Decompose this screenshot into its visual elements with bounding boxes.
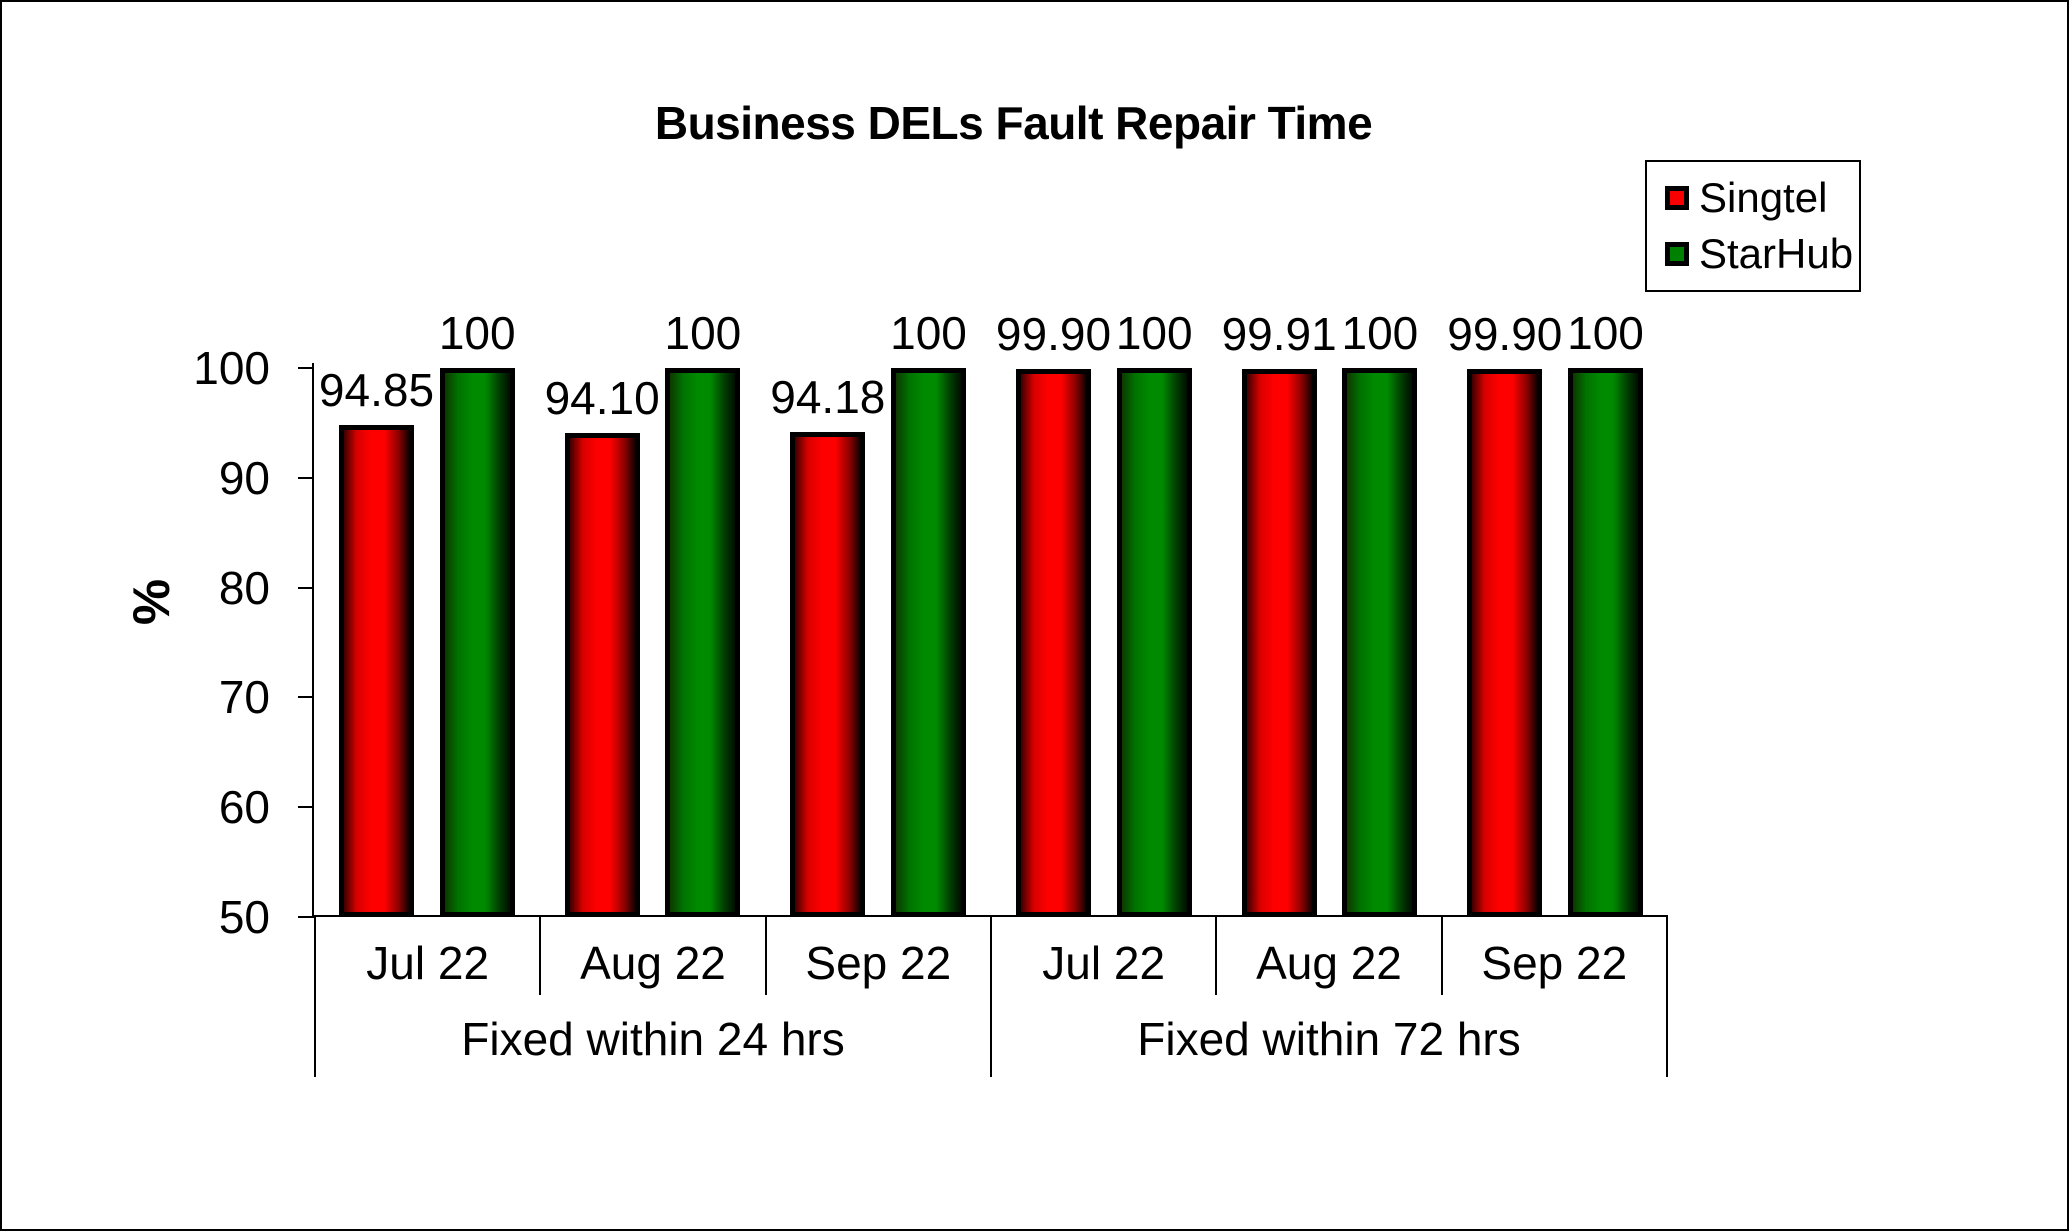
y-tick	[298, 806, 314, 809]
starhub-swatch-icon	[1665, 242, 1689, 267]
legend-label-singtel: Singtel	[1699, 173, 1828, 221]
bar-starhub-5	[1568, 368, 1644, 917]
bar-value-label: 99.90	[1447, 308, 1563, 361]
x-axis-group-1: Jul 22 Aug 22 Sep 22 Fixed within 72 hrs	[992, 917, 1666, 1077]
bar-singtel-1	[564, 432, 640, 917]
month-row: Jul 22 Aug 22 Sep 22	[316, 917, 990, 995]
y-tick-label: 50	[218, 891, 270, 943]
bar-singtel-3	[1015, 369, 1091, 917]
month-cell: Jul 22	[316, 917, 542, 995]
bar-starhub-2	[891, 368, 967, 917]
y-tick-label: 70	[218, 671, 270, 724]
bar-value-label: 100	[1341, 307, 1419, 359]
bar-value-label: 100	[438, 307, 516, 359]
month-cell: Aug 22	[541, 917, 767, 995]
bar-value-label: 100	[664, 307, 742, 359]
y-tick	[298, 476, 314, 479]
y-tick	[298, 367, 314, 369]
legend-item-singtel: Singtel	[1665, 173, 1859, 221]
y-axis-line	[312, 363, 314, 917]
bar-value-label: 100	[1115, 307, 1193, 359]
bar-value-label: 99.91	[1221, 308, 1337, 360]
y-tick-label: 60	[218, 781, 270, 834]
group-label: Fixed within 24 hrs	[461, 1013, 845, 1065]
plot-area: 50 60 70 80 90 100 94.85 94.10 94.18 99.90 99.91 99…	[193, 310, 1668, 941]
bar-starhub-4	[1342, 368, 1418, 917]
bar-value-label: 94.85	[318, 363, 435, 416]
bar-starhub-1	[665, 368, 741, 917]
bar-value-label: 99.90	[995, 308, 1112, 361]
singtel-swatch-icon	[1665, 185, 1689, 210]
x-axis-line	[312, 915, 1668, 917]
month-cell: Jul 22	[992, 917, 1218, 995]
y-tick	[298, 696, 314, 699]
month-cell: Sep 22	[1481, 937, 1628, 989]
bar-value-label: 100	[1567, 307, 1644, 359]
month-row: Jul 22 Aug 22 Sep 22	[992, 917, 1666, 995]
legend-label-starhub: StarHub	[1699, 230, 1854, 278]
y-tick	[298, 586, 314, 589]
bar-starhub-0	[439, 368, 515, 917]
y-tick	[298, 916, 314, 918]
bar-starhub-3	[1116, 368, 1192, 917]
y-tick-label: 100	[193, 342, 270, 394]
bar-value-label: 94.10	[544, 371, 660, 424]
bar-singtel-5	[1467, 369, 1543, 917]
bar-value-label: 94.18	[770, 370, 886, 423]
x-axis-group-0: Jul 22 Aug 22 Sep 22 Fixed within 24 hrs	[316, 917, 992, 1077]
bar-singtel-4	[1241, 369, 1317, 917]
chart-title: Business DELs Fault Repair Time	[654, 97, 1373, 149]
bar-value-label: 100	[890, 307, 967, 359]
x-axis-table: Jul 22 Aug 22 Sep 22 Fixed within 24 hrs Jul…	[314, 917, 1668, 1077]
bar-singtel-2	[790, 431, 866, 917]
y-tick-label: 90	[218, 451, 270, 504]
y-tick-label: 80	[218, 561, 270, 614]
month-cell: Aug 22	[1217, 917, 1443, 995]
group-label: Fixed within 72 hrs	[1137, 1013, 1521, 1065]
bar-singtel-0	[338, 424, 414, 917]
month-cell: Sep 22	[805, 937, 952, 989]
legend: Singtel StarHub	[1645, 160, 1861, 292]
legend-item-starhub: StarHub	[1665, 233, 1859, 275]
